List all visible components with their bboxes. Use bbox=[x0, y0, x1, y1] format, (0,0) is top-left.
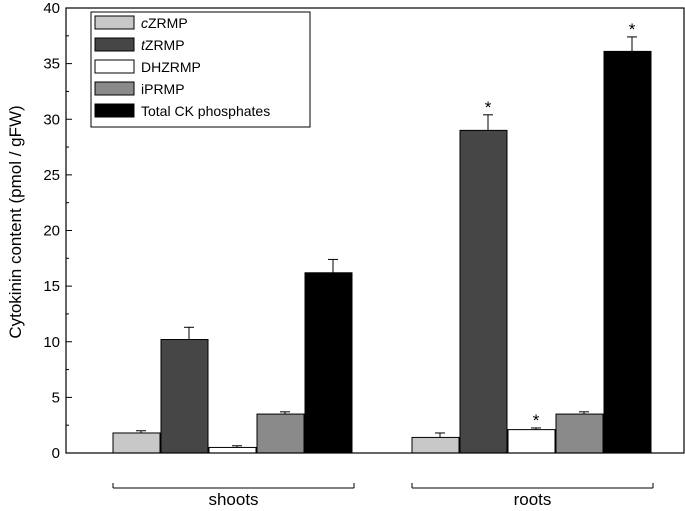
y-tick-label: 35 bbox=[43, 56, 60, 73]
error-bar bbox=[483, 114, 493, 131]
y-axis-title: Cytokinin content (pmol / gFW) bbox=[6, 105, 25, 338]
legend-swatch bbox=[94, 103, 135, 118]
bar-total-ck-phosphates-shoots bbox=[304, 272, 353, 454]
category-layer: shoots roots bbox=[112, 483, 654, 509]
bar-tzrmp-roots bbox=[459, 129, 508, 454]
y-tick-label: 30 bbox=[43, 111, 60, 128]
legend: cZRMP tZRMP DHZRMP iPRMP Total CK phosphates bbox=[90, 11, 311, 128]
error-bar bbox=[184, 326, 194, 340]
bars-layer: * * * bbox=[112, 20, 652, 454]
significance-star: * bbox=[629, 20, 636, 39]
error-bar bbox=[232, 445, 242, 448]
y-tick-label: 5 bbox=[52, 389, 60, 406]
y-tick-label: 10 bbox=[43, 334, 60, 351]
bar-tzrmp-shoots bbox=[160, 339, 209, 454]
error-bar bbox=[328, 258, 338, 273]
legend-entry: Total CK phosphates bbox=[141, 103, 270, 119]
significance-star: * bbox=[485, 98, 492, 117]
category-bracket-shoots bbox=[112, 483, 355, 489]
legend-swatch bbox=[94, 15, 135, 30]
bar-dhzrmp-shoots bbox=[208, 446, 257, 454]
y-tick-label: 40 bbox=[43, 0, 60, 17]
bar-czrmp-roots bbox=[411, 436, 460, 454]
y-tick-label: 15 bbox=[43, 278, 60, 295]
significance-star: * bbox=[533, 411, 540, 430]
category-label-roots: roots bbox=[514, 490, 552, 509]
legend-entry: iPRMP bbox=[141, 81, 185, 97]
legend-entry: cZRMP bbox=[141, 15, 188, 31]
axes-layer: 0 5 10 15 20 25 30 35 40 bbox=[43, 0, 685, 462]
bar-czrmp-shoots bbox=[112, 432, 161, 454]
category-bracket-roots bbox=[411, 483, 654, 489]
error-bar bbox=[531, 427, 541, 430]
error-bar bbox=[280, 411, 290, 415]
category-label-shoots: shoots bbox=[208, 490, 258, 509]
error-bar bbox=[435, 432, 445, 438]
error-bar bbox=[627, 36, 637, 52]
bar-dhzrmp-roots bbox=[507, 429, 556, 454]
y-tick-label: 0 bbox=[52, 445, 60, 462]
legend-swatch bbox=[94, 59, 135, 74]
legend-entry: tZRMP bbox=[141, 37, 185, 53]
bar-iprmp-roots bbox=[555, 413, 604, 454]
bar-iprmp-shoots bbox=[256, 413, 305, 454]
legend-swatch bbox=[94, 37, 135, 52]
legend-swatch bbox=[94, 81, 135, 96]
y-tick-label: 20 bbox=[43, 223, 60, 240]
legend-entry: DHZRMP bbox=[141, 59, 201, 75]
error-bar bbox=[579, 411, 589, 415]
bar-total-ck-phosphates-roots bbox=[603, 50, 652, 454]
error-bar bbox=[136, 430, 146, 433]
y-tick-label: 25 bbox=[43, 167, 60, 184]
